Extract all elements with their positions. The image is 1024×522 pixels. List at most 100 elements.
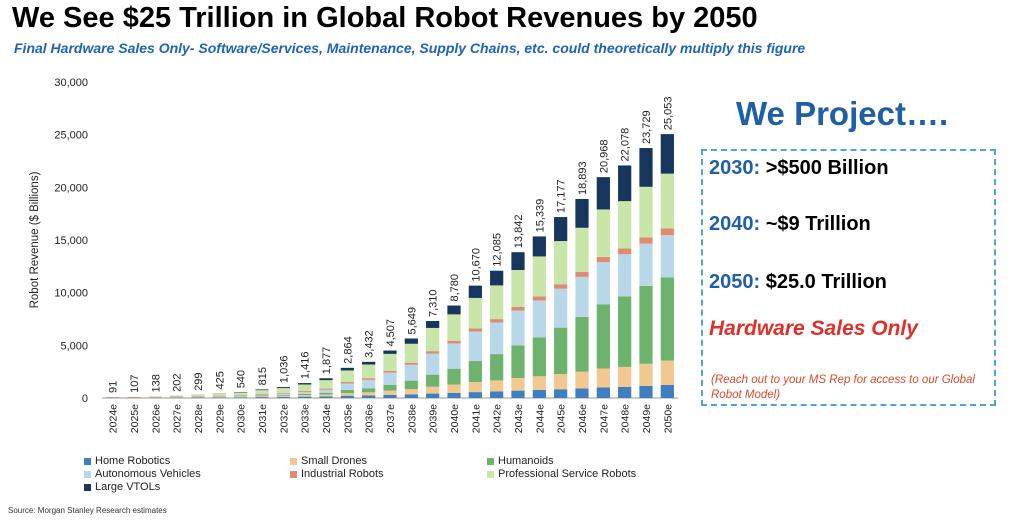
bar-segment xyxy=(383,370,397,373)
bar-segment xyxy=(255,395,269,397)
bar-total-label: 7,310 xyxy=(428,289,440,317)
bar-segment xyxy=(298,383,312,385)
bar-segment xyxy=(340,382,354,384)
bar-segment xyxy=(618,248,632,255)
bar-segment xyxy=(276,394,290,396)
bar-segment xyxy=(234,395,248,396)
source-note: Source: Morgan Stanley Research estimate… xyxy=(8,506,167,515)
legend-label: Humanoids xyxy=(498,455,554,467)
bar-segment xyxy=(468,361,482,383)
bar-segment xyxy=(319,396,333,398)
x-tick-label: 2041e xyxy=(470,404,482,433)
bar-segment xyxy=(639,186,653,238)
bar-segment xyxy=(255,393,269,395)
bar-segment xyxy=(490,391,504,398)
page-subtitle: Final Hardware Sales Only- Software/Serv… xyxy=(14,40,806,56)
bar-segment xyxy=(532,236,546,257)
bar-segment xyxy=(404,364,418,381)
bar-segment xyxy=(362,379,376,389)
bar-total-label: 20,968 xyxy=(598,139,610,173)
bar-segment xyxy=(511,270,525,307)
bar-segment xyxy=(234,392,248,396)
page-title: We See $25 Trillion in Global Robot Reve… xyxy=(12,2,758,34)
bar-segment xyxy=(532,376,546,390)
bar-segment xyxy=(511,390,525,398)
legend-swatch xyxy=(84,457,91,465)
bar-segment xyxy=(596,209,610,257)
bar-total-label: 17,177 xyxy=(556,179,568,213)
bar-segment xyxy=(618,366,632,387)
bar-segment xyxy=(639,363,653,386)
bar-segment xyxy=(426,321,440,328)
bar-segment xyxy=(575,316,589,372)
bar-segment xyxy=(447,343,461,369)
legend-item-industrial-robots: Industrial Robots xyxy=(290,468,384,480)
legend-swatch xyxy=(290,457,297,465)
bar-total-label: 425 xyxy=(214,371,226,389)
x-tick-label: 2037e xyxy=(385,404,397,433)
bar-segment xyxy=(639,243,653,286)
bar-segment xyxy=(383,372,397,385)
bar-segment xyxy=(490,285,504,320)
bar-segment xyxy=(596,262,610,305)
x-tick-label: 2038e xyxy=(406,404,418,433)
bar-segment xyxy=(575,371,589,389)
bar-total-label: 25,053 xyxy=(662,96,674,130)
bar-segment xyxy=(426,374,440,387)
bar-segment xyxy=(426,393,440,398)
legend-item-large-vtols: Large VTOLs xyxy=(84,481,160,493)
bar-segment xyxy=(255,396,269,398)
projection-year: 2050: xyxy=(709,271,761,293)
bar-segment xyxy=(255,394,269,396)
bar-segment xyxy=(234,392,248,393)
bar-segment xyxy=(660,384,674,398)
bar-total-label: 1,877 xyxy=(321,347,333,375)
projection-heading: We Project…. xyxy=(736,95,949,132)
y-tick-label: 0 xyxy=(82,393,88,405)
x-tick-label: 2047e xyxy=(598,404,610,433)
bar-segment xyxy=(426,386,440,394)
bar-segment xyxy=(340,395,354,398)
bar-segment xyxy=(554,373,568,390)
bar-segment xyxy=(490,322,504,355)
bar-segment xyxy=(447,340,461,344)
bar-segment xyxy=(319,392,333,395)
bar-total-label: 8,780 xyxy=(449,274,461,302)
legend-label: Autonomous Vehicles xyxy=(95,468,201,480)
bar-segment xyxy=(234,397,248,398)
legend-swatch xyxy=(84,470,91,478)
legend-label: Small Drones xyxy=(301,455,368,467)
bar-segment xyxy=(298,384,312,391)
bar-segment xyxy=(660,360,674,385)
y-tick-label: 20,000 xyxy=(54,182,88,194)
x-tick-label: 2046e xyxy=(577,404,589,433)
x-tick-label: 2031e xyxy=(257,404,269,433)
y-axis-label: Robot Revenue ($ Billions) xyxy=(29,171,41,308)
bar-segment xyxy=(511,310,525,346)
bar-segment xyxy=(554,241,568,285)
y-tick-label: 25,000 xyxy=(54,130,88,142)
bar-segment xyxy=(234,395,248,397)
bar-segment xyxy=(127,396,141,398)
bar-segment xyxy=(426,351,440,354)
bar-total-label: 1,416 xyxy=(300,352,312,380)
bar-segment xyxy=(212,397,226,398)
bar-segment xyxy=(490,270,504,286)
x-tick-label: 2043e xyxy=(513,404,525,433)
legend-swatch xyxy=(84,483,91,491)
y-tick-label: 30,000 xyxy=(54,77,88,89)
legend-item-humanoids: Humanoids xyxy=(487,455,554,467)
bar-segment xyxy=(255,397,269,398)
bar-segment xyxy=(404,362,418,365)
bar-segment xyxy=(575,227,589,273)
bar-segment xyxy=(490,319,504,323)
bar-segment xyxy=(447,305,461,315)
bar-segment xyxy=(298,390,312,392)
bar-segment xyxy=(298,396,312,398)
bar-total-label: 107 xyxy=(129,375,141,393)
bar-segment xyxy=(447,368,461,385)
bar-segment xyxy=(618,165,632,202)
x-tick-label: 2026e xyxy=(150,404,162,433)
legend-item-home-robotics: Home Robotics xyxy=(84,455,170,467)
x-tick-label: 2027e xyxy=(172,404,184,433)
